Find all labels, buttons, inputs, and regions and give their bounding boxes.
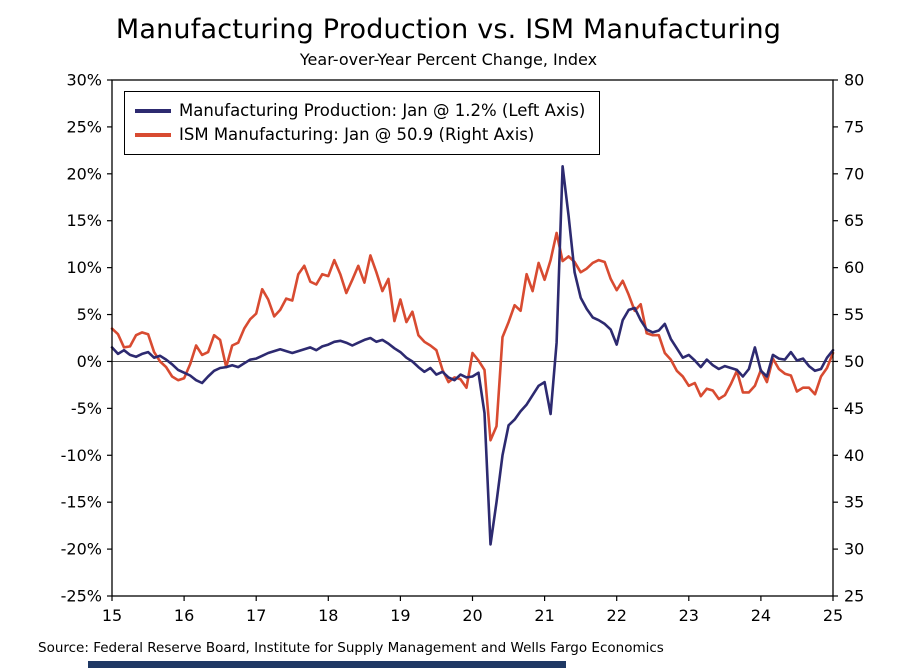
right-axis-label: 60 — [844, 258, 864, 277]
right-axis-label: 35 — [844, 493, 864, 512]
right-axis-label: 50 — [844, 352, 864, 371]
left-axis-label: -20% — [61, 540, 102, 559]
legend-item-ism: ISM Manufacturing: Jan @ 50.9 (Right Axi… — [135, 123, 585, 147]
right-axis-label: 25 — [844, 587, 864, 606]
x-axis-label: 21 — [534, 606, 554, 625]
chart-legend: Manufacturing Production: Jan @ 1.2% (Le… — [124, 91, 601, 155]
x-axis-label: 16 — [174, 606, 194, 625]
chart-subtitle: Year-over-Year Percent Change, Index — [299, 50, 598, 69]
plot-frame — [111, 79, 834, 597]
left-axis-label: 20% — [66, 164, 102, 183]
production-line-swatch — [135, 109, 171, 113]
production-line — [110, 165, 835, 546]
x-axis-label: 19 — [390, 606, 410, 625]
left-axis-label: -15% — [61, 493, 102, 512]
legend-item-production: Manufacturing Production: Jan @ 1.2% (Le… — [135, 99, 585, 123]
right-axis-label: 55 — [844, 305, 864, 324]
right-axis-label: 75 — [844, 117, 864, 136]
left-axis-label: 30% — [66, 71, 102, 90]
chart-title: Manufacturing Production vs. ISM Manufac… — [115, 14, 782, 45]
left-axis-label: -25% — [61, 587, 102, 606]
right-axis-label: 65 — [844, 211, 864, 230]
left-axis-label: 25% — [66, 117, 102, 136]
right-axis-label: 45 — [844, 399, 864, 418]
x-axis-label: 20 — [462, 606, 482, 625]
right-axis-label: 70 — [844, 164, 864, 183]
left-axis-label: 5% — [77, 305, 102, 324]
left-axis-label: 10% — [66, 258, 102, 277]
right-axis-label: 40 — [844, 446, 864, 465]
footer-bar — [88, 661, 566, 668]
x-axis-label: 18 — [318, 606, 338, 625]
ism-line-swatch — [135, 133, 171, 137]
ism-line — [110, 231, 835, 442]
x-axis-label: 24 — [751, 606, 771, 625]
source-note: Source: Federal Reserve Board, Institute… — [38, 640, 664, 656]
legend-label-production: Manufacturing Production: Jan @ 1.2% (Le… — [179, 101, 586, 120]
legend-label-ism: ISM Manufacturing: Jan @ 50.9 (Right Axi… — [179, 125, 535, 144]
left-axis-label: 15% — [66, 211, 102, 230]
x-axis-label: 25 — [823, 606, 843, 625]
x-axis-label: 23 — [679, 606, 699, 625]
left-axis-label: -5% — [71, 399, 102, 418]
right-axis-label: 80 — [844, 71, 864, 90]
left-axis-label: -10% — [61, 446, 102, 465]
x-axis-label: 22 — [607, 606, 627, 625]
x-axis-label: 17 — [246, 606, 266, 625]
left-axis-label: 0% — [77, 352, 102, 371]
right-axis-label: 30 — [844, 540, 864, 559]
x-axis-label: 15 — [102, 606, 122, 625]
